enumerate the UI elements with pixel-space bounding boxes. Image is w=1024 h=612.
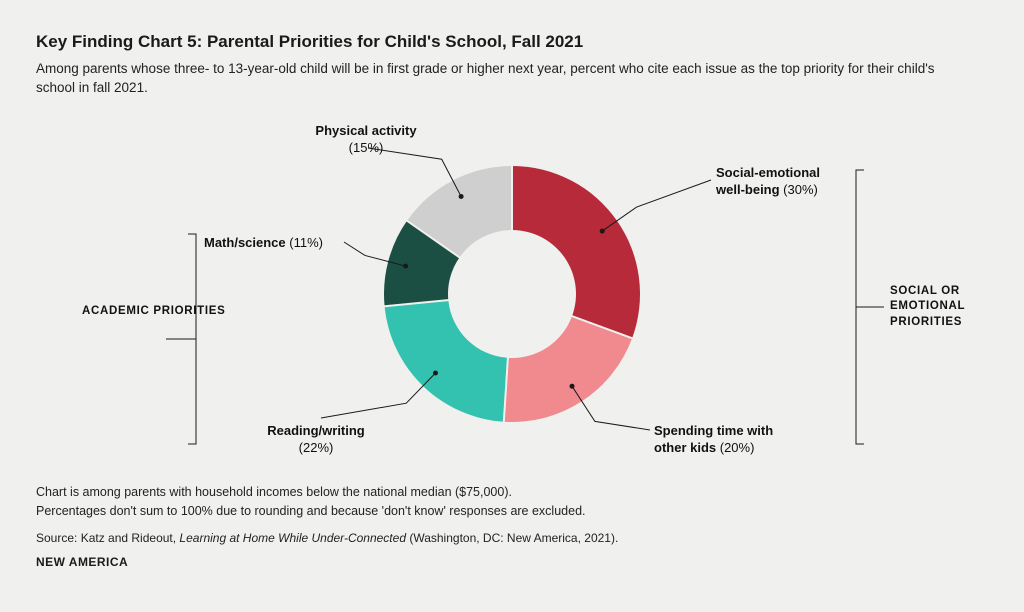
- slice-label-math-science: Math/science (11%): [204, 234, 323, 252]
- donut-svg: [36, 104, 988, 484]
- slice-label-physical: Physical activity(15%): [296, 122, 436, 157]
- donut-chart: Physical activity(15%) Social-emotionalw…: [36, 104, 988, 484]
- source-line: Source: Katz and Rideout, Learning at Ho…: [36, 531, 988, 545]
- source-suffix: (Washington, DC: New America, 2021).: [406, 531, 618, 545]
- footnote-2: Percentages don't sum to 100% due to rou…: [36, 503, 988, 521]
- slice-social_emotional: [512, 166, 640, 338]
- group-label-social-emotional: SOCIAL OR EMOTIONAL PRIORITIES: [890, 284, 990, 331]
- slice-label-spending-time: Spending time withother kids (20%): [654, 422, 773, 457]
- source-italic: Learning at Home While Under-Connected: [179, 531, 406, 545]
- group-bracket: [166, 234, 196, 444]
- source-prefix: Source: Katz and Rideout,: [36, 531, 179, 545]
- group-label-academic: ACADEMIC PRIORITIES: [82, 304, 225, 320]
- chart-title: Key Finding Chart 5: Parental Priorities…: [36, 32, 988, 52]
- footnote-1: Chart is among parents with household in…: [36, 484, 988, 502]
- slice-label-reading-writing: Reading/writing(22%): [246, 422, 386, 457]
- slice-label-social-emotional: Social-emotionalwell-being (30%): [716, 164, 820, 199]
- group-bracket: [856, 170, 884, 444]
- chart-subtitle: Among parents whose three- to 13-year-ol…: [36, 60, 936, 98]
- brand: NEW AMERICA: [36, 555, 988, 569]
